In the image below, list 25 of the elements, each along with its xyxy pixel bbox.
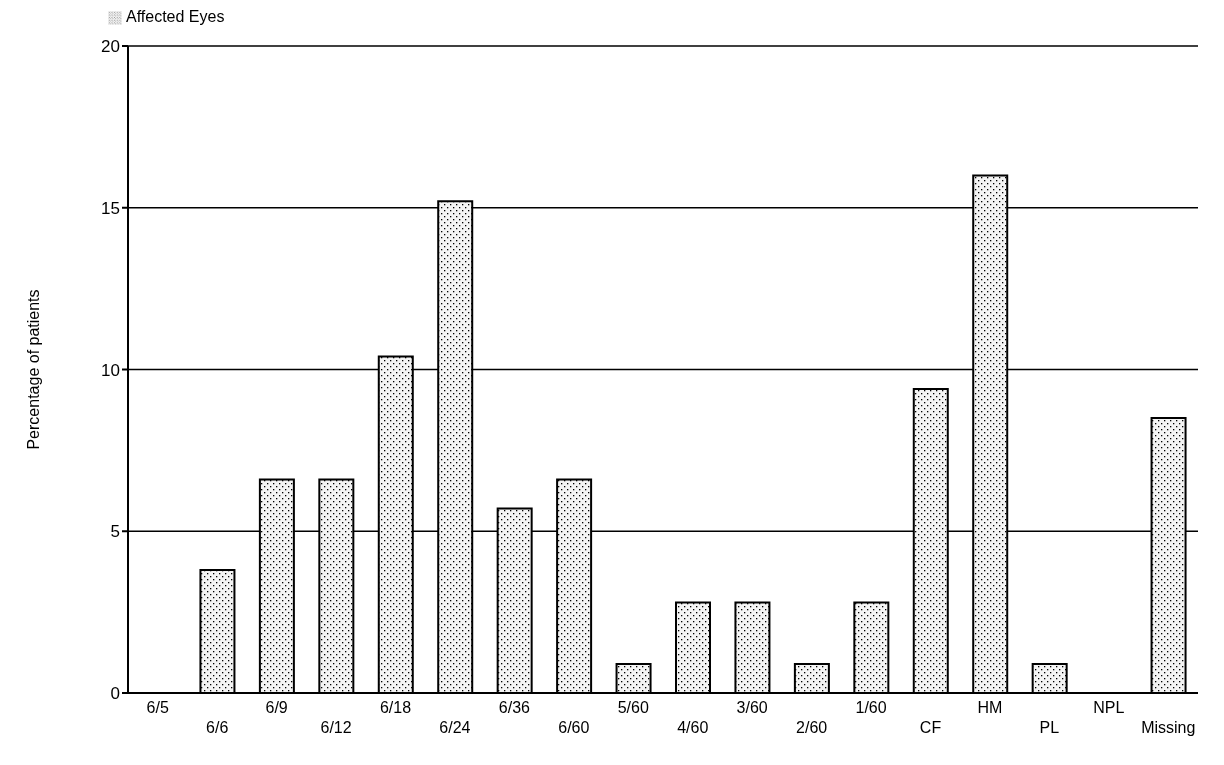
y-tick-label: 5 xyxy=(110,522,120,542)
x-tick-label: 6/18 xyxy=(379,699,412,716)
y-tick-label: 15 xyxy=(101,198,120,218)
x-tick-label: 6/9 xyxy=(265,699,288,716)
legend-label: Affected Eyes xyxy=(126,8,225,25)
y-tick-label: 10 xyxy=(101,360,120,380)
x-tick-label: PL xyxy=(1039,719,1060,736)
y-axis-title: Percentage of patients xyxy=(24,289,42,450)
x-tick-label: 6/60 xyxy=(558,719,590,736)
x-tick-label: HM xyxy=(977,699,1003,716)
x-tick-label: 6/5 xyxy=(146,699,169,716)
x-tick-label: 1/60 xyxy=(855,699,887,716)
x-tick-label: 6/24 xyxy=(439,719,471,736)
x-tick-label: 6/12 xyxy=(320,719,352,736)
y-tick-label: 20 xyxy=(101,37,120,57)
x-tick-label: CF xyxy=(919,719,942,736)
x-tick-label: 5/60 xyxy=(617,699,649,716)
x-tick-label: 6/36 xyxy=(498,699,531,716)
x-tick-label: 2/60 xyxy=(796,719,828,736)
x-tick-label: 6/6 xyxy=(206,719,229,736)
x-tick-label: NPL xyxy=(1093,699,1125,716)
x-tick-label: 3/60 xyxy=(736,699,768,716)
x-tick-label: Missing xyxy=(1141,719,1196,736)
y-tick-label: 0 xyxy=(110,684,120,704)
x-tick-label: 4/60 xyxy=(677,719,709,736)
